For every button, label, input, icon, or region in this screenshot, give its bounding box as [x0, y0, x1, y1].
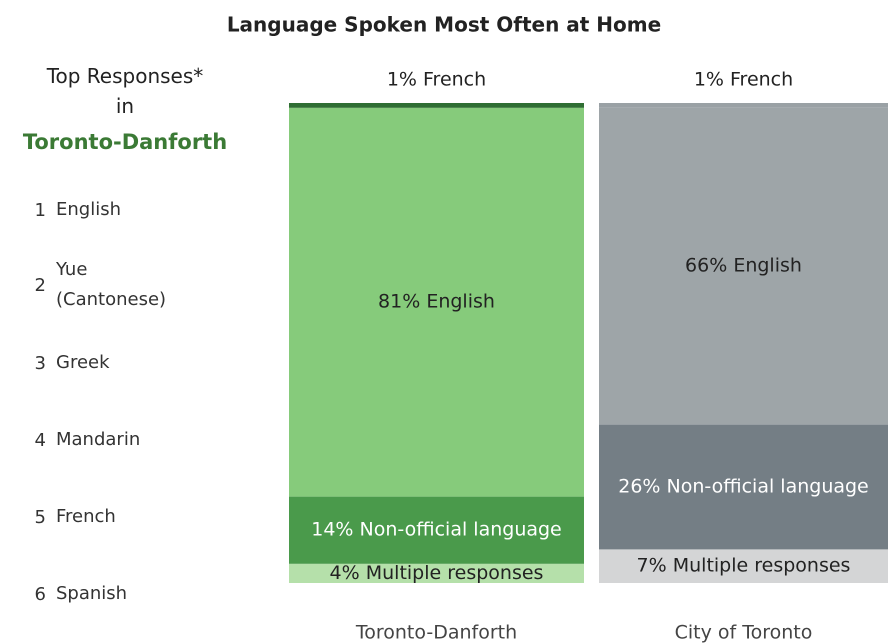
- value-label: 14% Non-official language: [311, 519, 562, 541]
- value-label: 81% English: [378, 291, 495, 313]
- rank: 2: [34, 274, 46, 296]
- x-tick-label: Toronto-Danforth: [355, 622, 517, 644]
- value-label: 4% Multiple responses: [330, 562, 544, 584]
- ranking-item: 3 Greek: [0, 347, 110, 379]
- rank: 1: [34, 199, 46, 221]
- rank: 5: [34, 506, 46, 528]
- bar-segment: [599, 424, 888, 550]
- value-label: 26% Non-official language: [618, 476, 869, 498]
- bar-segment: [289, 496, 584, 564]
- language: Mandarin: [56, 429, 141, 450]
- language: Greek: [56, 352, 110, 373]
- value-label: 66% English: [685, 255, 802, 277]
- ranking-item: 2 Yue (Cantonese): [0, 259, 186, 310]
- panel-heading: Top Responses*: [46, 64, 204, 88]
- ranking-item: 6 Spanish: [0, 578, 128, 610]
- rank: 3: [34, 352, 46, 374]
- language: Yue (Cantonese): [56, 259, 167, 310]
- bar-segment: [599, 549, 888, 583]
- value-label: 1% French: [694, 69, 793, 91]
- bar-segment: [599, 107, 888, 425]
- ranking-item: 4 Mandarin: [0, 424, 141, 456]
- language: French: [56, 506, 116, 527]
- bar-segment: [289, 563, 584, 583]
- value-label: 7% Multiple responses: [637, 555, 851, 577]
- bar-segment: [289, 103, 584, 108]
- rank: 4: [34, 429, 46, 451]
- panel-connector: in: [115, 94, 135, 118]
- ranking-item: 5 French: [0, 501, 116, 533]
- bar-segment: [599, 103, 888, 108]
- ranking-item: 1 English: [0, 194, 121, 226]
- language: English: [56, 199, 121, 220]
- rank: 6: [34, 583, 46, 605]
- bar-segment: [289, 107, 584, 497]
- panel-place: Toronto-Danforth: [22, 130, 228, 154]
- x-tick-label: City of Toronto: [675, 622, 813, 644]
- language: Spanish: [56, 583, 128, 604]
- chart-title: Language Spoken Most Often at Home: [227, 13, 661, 37]
- value-label: 1% French: [387, 69, 486, 91]
